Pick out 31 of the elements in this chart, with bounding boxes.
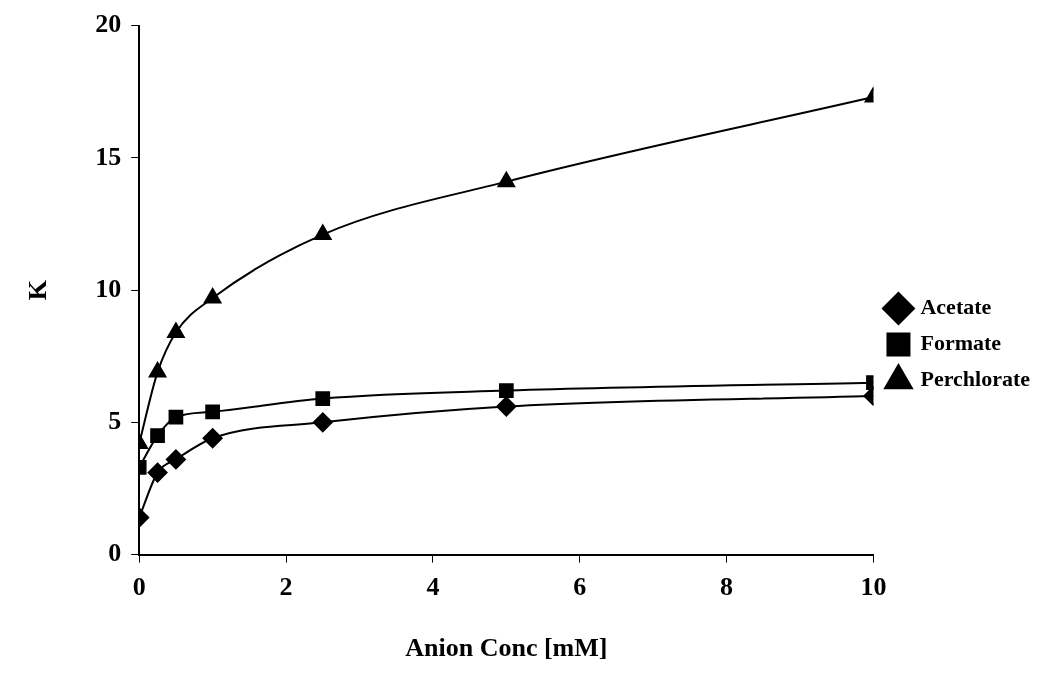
point — [313, 224, 332, 241]
x-tick-label: 6 — [573, 571, 587, 601]
x-tick-label: 2 — [279, 571, 293, 601]
point — [496, 396, 517, 417]
y-tick-label: 10 — [95, 273, 122, 303]
x-tick-label: 10 — [860, 571, 887, 601]
point — [315, 391, 331, 406]
point — [150, 428, 165, 443]
point — [168, 409, 184, 425]
point — [498, 383, 514, 398]
legend-label: Formate — [920, 330, 1002, 356]
point — [312, 412, 333, 433]
x-axis-title: Anion Conc [mM] — [405, 633, 608, 663]
x-tick-label: 8 — [720, 571, 734, 601]
point — [205, 404, 220, 420]
point — [497, 171, 516, 188]
point — [165, 449, 186, 470]
y-tick-label: 5 — [108, 406, 122, 436]
y-axis-title: K — [23, 279, 53, 301]
x-tick-label: 0 — [132, 571, 146, 601]
x-tick-label: 4 — [426, 571, 440, 601]
legend-label: Acetate — [920, 294, 992, 320]
point — [167, 322, 185, 338]
point — [148, 362, 167, 378]
point — [147, 462, 168, 483]
legend-label: Perchlorate — [920, 366, 1031, 392]
point — [202, 428, 223, 449]
y-tick-label: 15 — [95, 141, 122, 171]
y-tick-label: 0 — [108, 538, 122, 568]
point — [203, 288, 222, 304]
y-tick-label: 20 — [95, 9, 122, 39]
